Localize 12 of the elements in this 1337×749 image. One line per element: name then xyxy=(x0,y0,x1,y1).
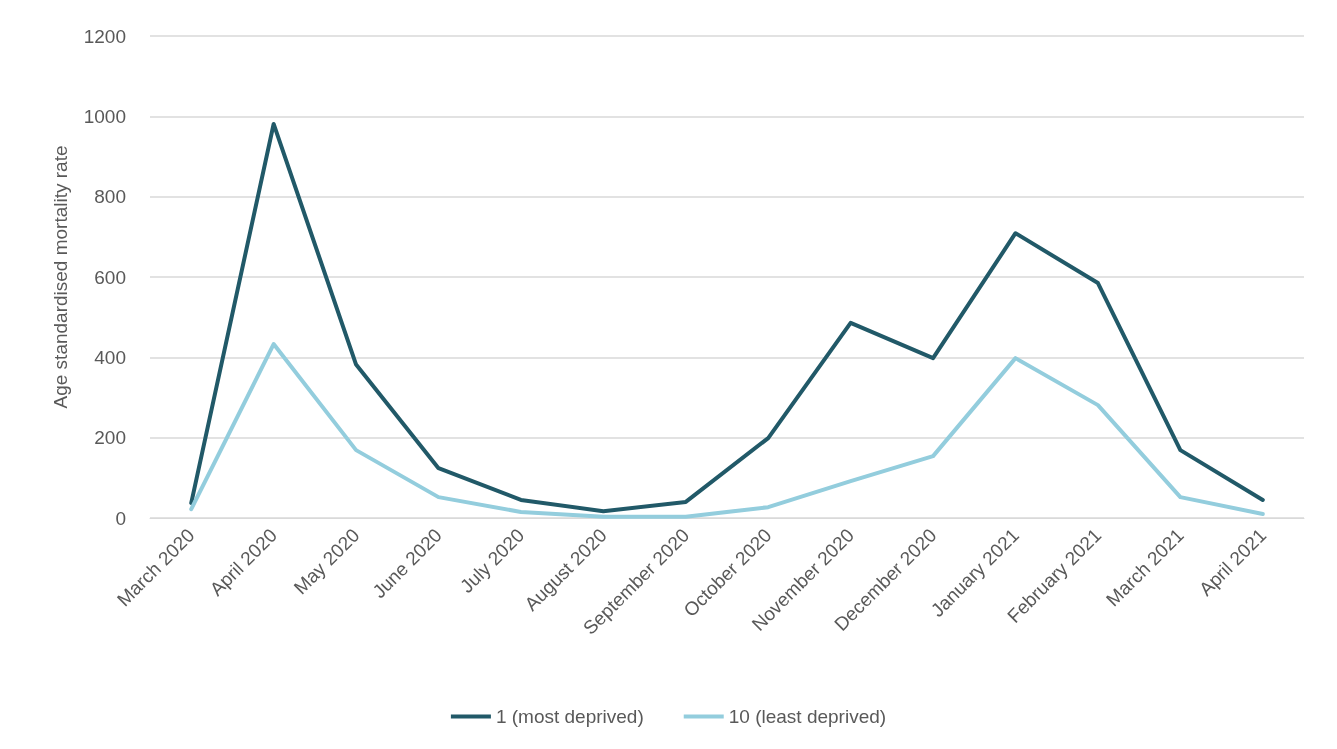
y-tick-label: 1200 xyxy=(83,25,126,47)
y-tick-label: 400 xyxy=(94,346,126,368)
y-tick-label: 0 xyxy=(115,507,126,529)
y-axis-title: Age standardised mortality rate xyxy=(50,145,71,409)
y-tick-label: 600 xyxy=(94,266,126,288)
line-series xyxy=(189,121,1265,514)
legend-label: 10 (least deprived) xyxy=(728,706,887,727)
y-tick-label: 200 xyxy=(94,427,126,449)
line-series xyxy=(189,342,1265,519)
y-tick-label: 800 xyxy=(94,186,126,208)
y-tick-label: 1000 xyxy=(83,105,126,127)
legend-label: 1 (most deprived) xyxy=(495,706,644,727)
